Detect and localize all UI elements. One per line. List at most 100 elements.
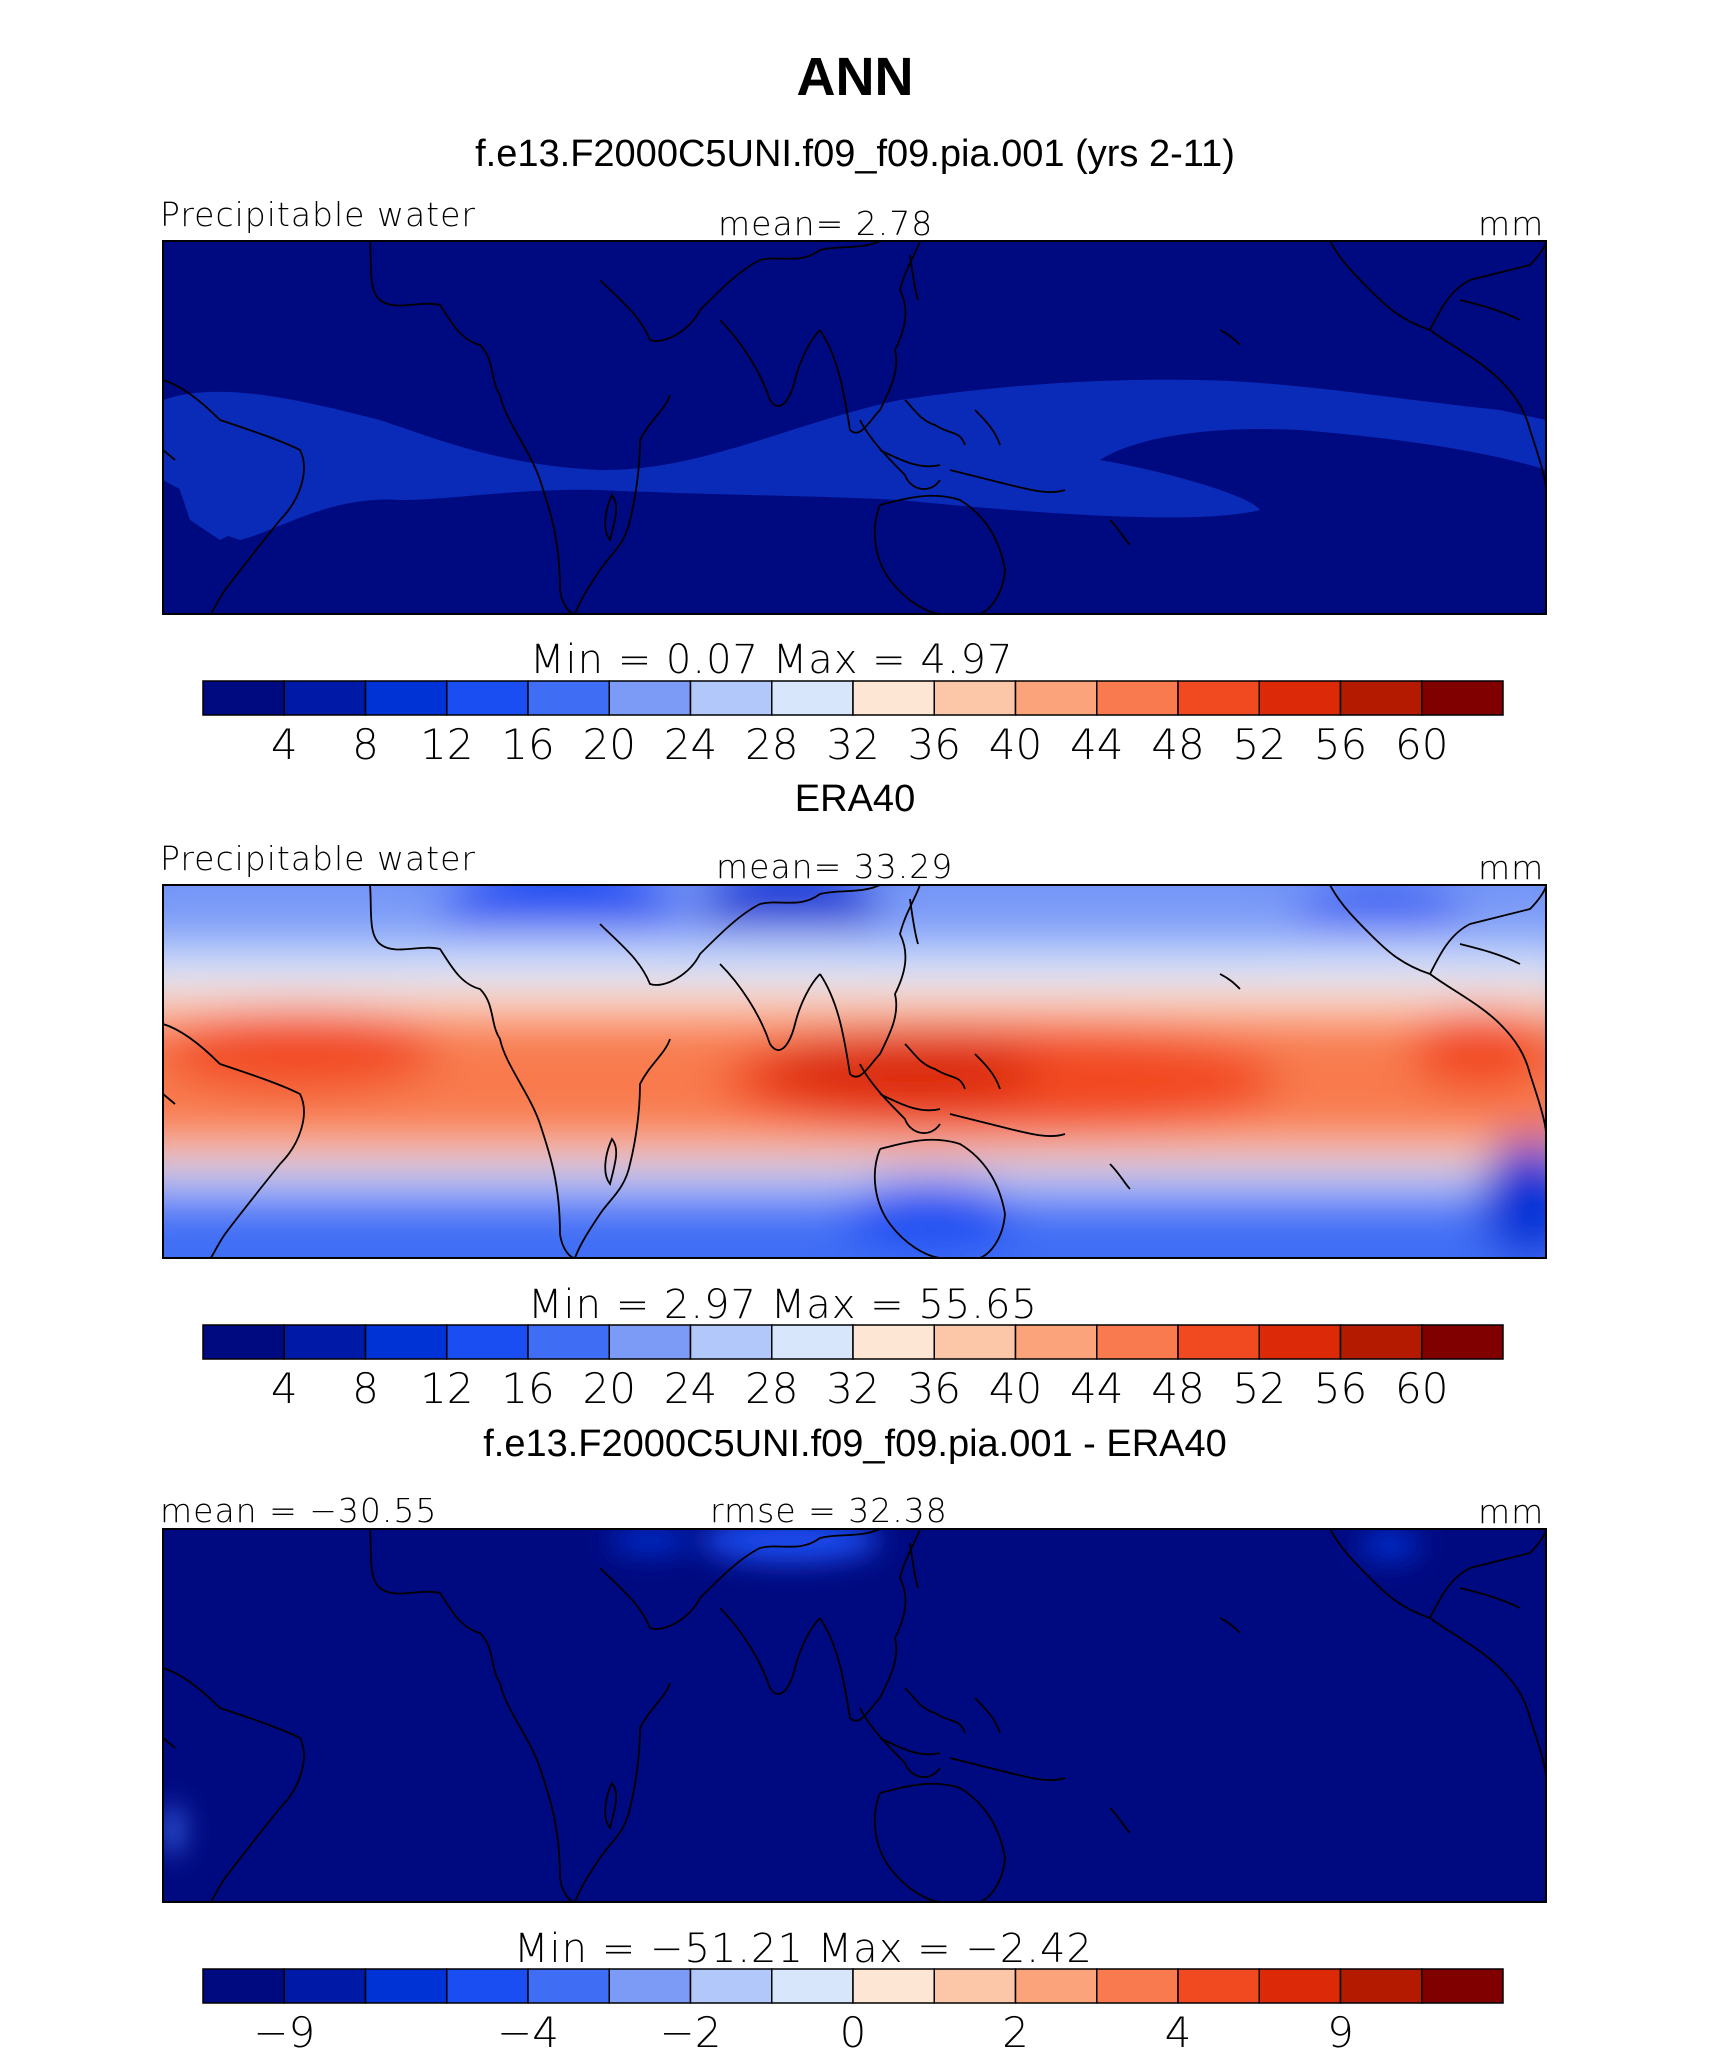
panel3-colorbar-box — [689, 1968, 773, 2004]
colorbars: 4 8 12 16 20 24 28 32 36 40 44 48 52 56 604 8 12 16 20 24 28… — [202, 680, 1504, 2051]
panel1-units: mm — [1478, 204, 1545, 243]
panel2-colorbar-box — [771, 1324, 854, 1360]
panel1-colorbar-box — [1258, 680, 1342, 716]
panel1-colorbar-tick-label: 12 — [420, 720, 473, 769]
panel1-min-max: Min = 0.07 Max = 4.97 — [530, 637, 1014, 683]
panel2-colorbar-box — [1339, 1324, 1423, 1360]
panel3-colorbar-tick-label: 2 — [1002, 2008, 1029, 2051]
panel2-colorbar-tick-label: 20 — [583, 1364, 636, 1413]
panel2-colorbar-tick-label: 56 — [1314, 1364, 1367, 1413]
panel2-colorbar-tick-label: 40 — [989, 1364, 1042, 1413]
panel2-colorbar-tick-label: 12 — [420, 1364, 473, 1413]
panel1-mean-label: mean= 2.78 — [718, 204, 934, 243]
panel2-colorbar-tick-label: 44 — [1070, 1364, 1123, 1413]
panel1-colorbar-box — [933, 680, 1017, 716]
panel3-colorbar-tick-label: −9 — [253, 2008, 315, 2051]
panel3-colorbar-box — [1014, 1968, 1098, 2004]
panel1-colorbar-box — [771, 680, 854, 716]
panel1-colorbar-tick-label: 48 — [1151, 720, 1204, 769]
panel2-colorbar-box — [933, 1324, 1017, 1360]
panel2-colorbar-box — [1421, 1324, 1504, 1360]
panel1-colorbar-tick-label: 44 — [1070, 720, 1123, 769]
panel2-colorbar-box — [527, 1324, 610, 1360]
panel2-colorbar-tick-label: 16 — [501, 1364, 554, 1413]
panel3-colorbar-box — [202, 1968, 285, 2004]
panel3-colorbar-tick-label: −4 — [497, 2008, 559, 2051]
panel3-colorbar-box — [1258, 1968, 1342, 2004]
panel2-colorbar-box — [202, 1324, 285, 1360]
panel2-mean-label: mean= 33.29 — [716, 847, 954, 886]
panel1-colorbar-box — [364, 680, 448, 716]
panel1-colorbar-tick-label: 56 — [1314, 720, 1367, 769]
panel3-map-background — [163, 1529, 1546, 1902]
panel2-colorbar-tick-label: 4 — [271, 1364, 298, 1413]
panel2-colorbar-box — [446, 1324, 529, 1360]
panel3-colorbar-box — [527, 1968, 610, 2004]
panel1-colorbar-tick-label: 20 — [583, 720, 636, 769]
panel2-colorbar-tick-label: 36 — [908, 1364, 961, 1413]
page-title: ANN — [796, 47, 914, 107]
panel2-colorbar-box — [1014, 1324, 1098, 1360]
panel1-colorbar-tick-label: 16 — [501, 720, 554, 769]
panel1-colorbar-tick-label: 4 — [271, 720, 298, 769]
panel1-colorbar-tick-label: 8 — [352, 720, 379, 769]
panel2-colorbar-box — [608, 1324, 692, 1360]
panel2-colorbar-box — [283, 1324, 367, 1360]
panel1-colorbar-tick-label: 28 — [745, 720, 798, 769]
panel3-colorbar-tick-label: 9 — [1327, 2008, 1354, 2051]
panel3-colorbar-box — [446, 1968, 529, 2004]
panel1-colorbar-box — [283, 680, 367, 716]
panel2-units: mm — [1478, 848, 1545, 887]
panel3-rmse-label: rmse = 32.38 — [710, 1491, 948, 1530]
panel2-colorbar-tick-label: 60 — [1395, 1364, 1448, 1413]
panel3-colorbar-box — [1421, 1968, 1504, 2004]
panel1-colorbar-tick-label: 32 — [826, 720, 879, 769]
panel2-left-label: Precipitable water — [160, 839, 476, 878]
panel2-colorbar-tick-label: 32 — [826, 1364, 879, 1413]
panel3-colorbar-box — [852, 1968, 935, 2004]
panel3-colorbar-box — [771, 1968, 854, 2004]
panel1-colorbar-tick-label: 24 — [664, 720, 717, 769]
panel3-colorbar-box — [608, 1968, 692, 2004]
panel3-mean-label: mean = −30.55 — [160, 1491, 438, 1530]
panel1-land-band — [163, 436, 270, 540]
panel2-colorbar-box — [364, 1324, 448, 1360]
panel3-colorbar-box — [364, 1968, 448, 2004]
panel1-colorbar-box — [608, 680, 692, 716]
panel1-left-label: Precipitable water — [160, 195, 476, 234]
panel1-colorbar-box — [202, 680, 285, 716]
panel2-colorbar-tick-label: 24 — [664, 1364, 717, 1413]
panel1-colorbar-box — [446, 680, 529, 716]
panel1-colorbar-tick-label: 60 — [1395, 720, 1448, 769]
panel1-colorbar-tick-label: 52 — [1233, 720, 1286, 769]
panel1-colorbar-tick-label: 40 — [989, 720, 1042, 769]
panel1-moist-band — [163, 379, 1546, 540]
panel3-map-frame — [162, 1528, 1547, 1903]
panel1-colorbar-tick-label: 36 — [908, 720, 961, 769]
panel2-min-max: Min = 2.97 Max = 55.65 — [528, 1282, 1038, 1328]
panel3-colorbar-tick-label: 4 — [1165, 2008, 1192, 2051]
panel3-title: f.e13.F2000C5UNI.f09_f09.pia.001 - ERA40 — [483, 1423, 1227, 1465]
panel3-colorbar-box — [1096, 1968, 1179, 2004]
panel1-map — [162, 240, 1547, 615]
panel1-colorbar-box — [689, 680, 773, 716]
panel2-colorbar-box — [689, 1324, 773, 1360]
panel3-map — [162, 1528, 1547, 1903]
panel1-colorbar-box — [1421, 680, 1504, 716]
panel1-colorbar-box — [1096, 680, 1179, 716]
panel3-colorbar-box — [933, 1968, 1017, 2004]
panel2-colorbar-tick-label: 28 — [745, 1364, 798, 1413]
panel2-colorbar-box — [852, 1324, 935, 1360]
panel1-colorbar-box — [1339, 680, 1423, 716]
panel2-colorbar-box — [1258, 1324, 1342, 1360]
panel3-colorbar-tick-label: −2 — [660, 2008, 722, 2051]
panel3-colorbar-box — [283, 1968, 367, 2004]
panel2-map — [162, 884, 1547, 1259]
panel1-title: f.e13.F2000C5UNI.f09_f09.pia.001 (yrs 2-… — [475, 133, 1235, 175]
panel3-min-max: Min = −51.21 Max = −2.42 — [514, 1926, 1093, 1972]
panel1-map-frame — [162, 240, 1547, 615]
panel1-colorbar-box — [852, 680, 935, 716]
panel3-units: mm — [1478, 1492, 1545, 1531]
panel2-colorbar-box — [1177, 1324, 1260, 1360]
panel3-colorbar-box — [1339, 1968, 1423, 2004]
